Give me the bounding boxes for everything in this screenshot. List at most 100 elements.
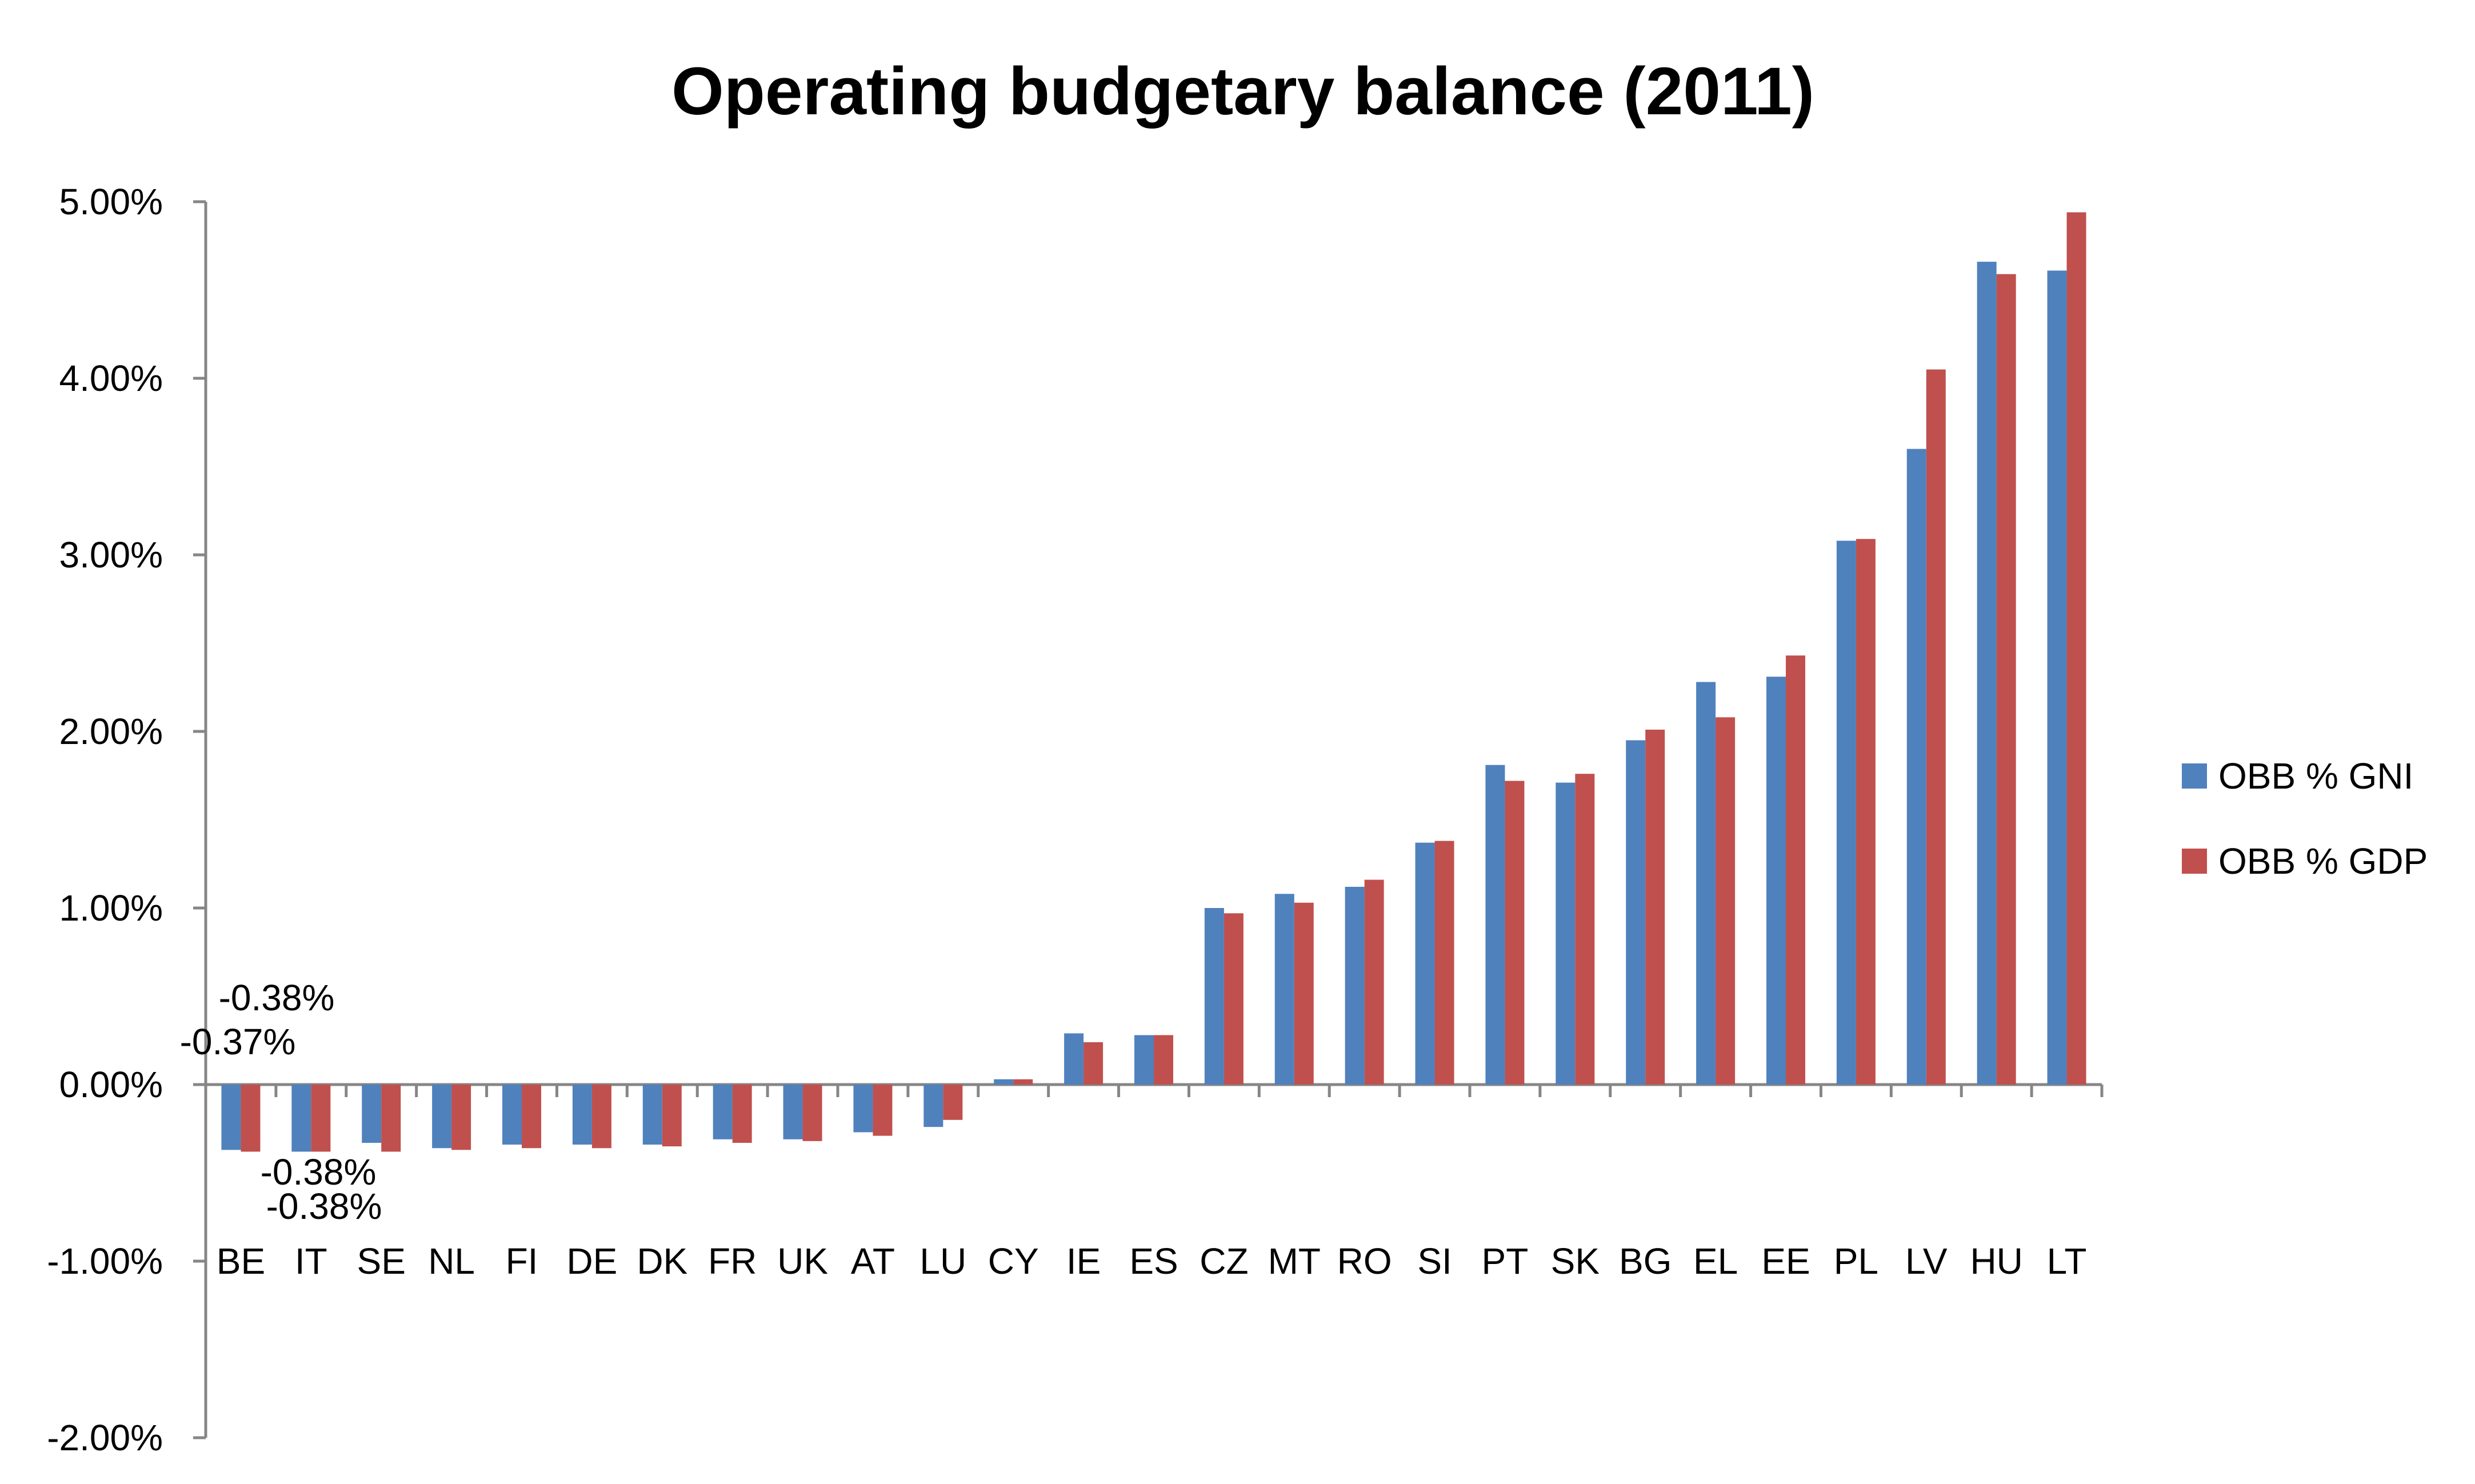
legend: OBB % GNI OBB % GDP (2182, 755, 2428, 882)
bar-obb-gdp-lu (943, 1085, 963, 1120)
legend-swatch-obb-gni (2182, 763, 2207, 789)
data-label-be-obb-gni: -0.37% (180, 1021, 296, 1062)
x-tick-label-at: AT (851, 1241, 895, 1282)
bar-obb-gdp-mt (1294, 902, 1314, 1085)
y-tick-label: 1.00% (59, 887, 163, 929)
legend-swatch-obb-gdp (2182, 849, 2207, 874)
bar-obb-gni-mt (1274, 894, 1294, 1085)
data-label-it-obb-gni: -0.38% (261, 1151, 377, 1193)
bar-obb-gni-cz (1204, 908, 1224, 1085)
x-tick-label-bg: BG (1619, 1241, 1672, 1282)
bar-obb-gni-lu (923, 1085, 943, 1127)
x-tick-label-ie: IE (1066, 1241, 1101, 1282)
bar-obb-gdp-sk (1575, 774, 1595, 1085)
x-tick-label-es: ES (1129, 1241, 1178, 1282)
bar-obb-gdp-at (873, 1085, 893, 1136)
data-label-it-obb-gdp: -0.38% (266, 1186, 382, 1227)
x-tick-label-si: SI (1417, 1241, 1452, 1282)
bar-obb-gni-ro (1345, 886, 1365, 1085)
bar-obb-gdp-it (311, 1085, 331, 1152)
bar-obb-gni-nl (432, 1085, 452, 1149)
bar-obb-gdp-ro (1364, 879, 1384, 1085)
legend-label-obb-gni: OBB % GNI (2218, 755, 2413, 797)
bar-obb-gdp-ie (1083, 1042, 1103, 1085)
bar-obb-gni-uk (783, 1085, 803, 1139)
x-tick-label-de: DE (566, 1241, 617, 1282)
bar-obb-gdp-be (241, 1085, 261, 1152)
bar-obb-gni-cy (994, 1079, 1014, 1085)
bar-obb-gni-se (362, 1085, 382, 1143)
bar-obb-gdp-el (1716, 717, 1736, 1085)
bar-obb-gni-el (1696, 682, 1716, 1085)
bar-obb-gni-pt (1485, 765, 1505, 1085)
x-tick-label-dk: DK (637, 1241, 687, 1282)
bar-obb-gni-at (853, 1085, 873, 1133)
x-tick-label-be: BE (217, 1241, 265, 1282)
y-tick-label: -2.00% (47, 1417, 163, 1458)
bar-obb-gdp-lv (1926, 369, 1946, 1085)
x-tick-label-lt: LT (2047, 1241, 2087, 1282)
bar-obb-gni-de (572, 1085, 592, 1145)
bar-obb-gdp-uk (802, 1085, 822, 1141)
y-tick-label: 0.00% (59, 1064, 163, 1105)
bar-obb-gdp-es (1154, 1035, 1173, 1085)
x-tick-label-pl: PL (1834, 1241, 1878, 1282)
bar-obb-gni-it (291, 1085, 311, 1152)
bar-obb-gdp-pt (1505, 781, 1525, 1085)
data-label-be-obb-gdp: -0.38% (219, 977, 335, 1018)
bar-obb-gni-ee (1766, 677, 1786, 1085)
bar-obb-gni-ie (1064, 1033, 1084, 1085)
x-tick-label-pt: PT (1482, 1241, 1529, 1282)
bar-obb-gdp-dk (662, 1085, 682, 1147)
bar-obb-gdp-pl (1856, 539, 1876, 1085)
x-tick-label-cy: CY (988, 1241, 1039, 1282)
bar-obb-gni-es (1134, 1035, 1154, 1085)
bar-obb-gdp-si (1434, 841, 1454, 1085)
y-tick-label: 5.00% (59, 181, 163, 222)
x-tick-label-ro: RO (1337, 1241, 1392, 1282)
bar-obb-gdp-ee (1786, 655, 1805, 1085)
bar-obb-gdp-cz (1223, 913, 1244, 1085)
bar-obb-gni-dk (642, 1085, 662, 1145)
x-tick-label-mt: MT (1268, 1241, 1321, 1282)
bar-obb-gdp-nl (451, 1085, 471, 1150)
bar-obb-gni-fr (713, 1085, 733, 1139)
bar-obb-gdp-fi (522, 1085, 541, 1149)
x-tick-label-cz: CZ (1199, 1241, 1248, 1282)
x-tick-label-hu: HU (1970, 1241, 2022, 1282)
x-tick-label-it: IT (295, 1241, 327, 1282)
x-tick-label-el: EL (1693, 1241, 1738, 1282)
y-tick-label: 3.00% (59, 534, 163, 575)
x-tick-label-fr: FR (708, 1241, 757, 1282)
legend-label-obb-gdp: OBB % GDP (2218, 841, 2428, 882)
chart-title: Operating budgetary balance (2011) (671, 54, 1814, 129)
x-tick-label-lu: LU (919, 1241, 966, 1282)
bar-obb-gdp-hu (1996, 274, 2016, 1085)
x-tick-label-lv: LV (1905, 1241, 1948, 1282)
bar-obb-gdp-de (591, 1085, 611, 1149)
bar-obb-gni-fi (502, 1085, 522, 1145)
bar-obb-gni-lv (1906, 449, 1926, 1085)
x-tick-label-fi: FI (506, 1241, 538, 1282)
bar-obb-gdp-cy (1013, 1079, 1033, 1085)
y-tick-label: -1.00% (47, 1241, 163, 1282)
bar-obb-gni-pl (1836, 541, 1856, 1085)
bar-obb-gni-lt (2047, 270, 2067, 1085)
bar-obb-gni-be (221, 1085, 241, 1150)
bar-obb-gni-hu (1977, 262, 1997, 1085)
x-tick-label-se: SE (357, 1241, 406, 1282)
y-tick-label: 2.00% (59, 711, 163, 752)
bar-obb-gdp-se (381, 1085, 401, 1152)
bar-obb-gni-si (1415, 842, 1435, 1085)
bars (221, 212, 2086, 1152)
bar-obb-gdp-bg (1645, 729, 1665, 1085)
x-tick-label-sk: SK (1551, 1241, 1600, 1282)
x-tick-label-ee: EE (1761, 1241, 1810, 1282)
y-tick-label: 4.00% (59, 358, 163, 399)
bar-obb-gdp-fr (732, 1085, 752, 1143)
bar-obb-gdp-lt (2066, 212, 2086, 1085)
labels: 5.00% 4.00% 3.00% 2.00% 1.00% 0.00% -1.00% -2.0… (47, 181, 2086, 1458)
bar-obb-gni-sk (1556, 782, 1576, 1085)
x-tick-label-nl: NL (428, 1241, 475, 1282)
